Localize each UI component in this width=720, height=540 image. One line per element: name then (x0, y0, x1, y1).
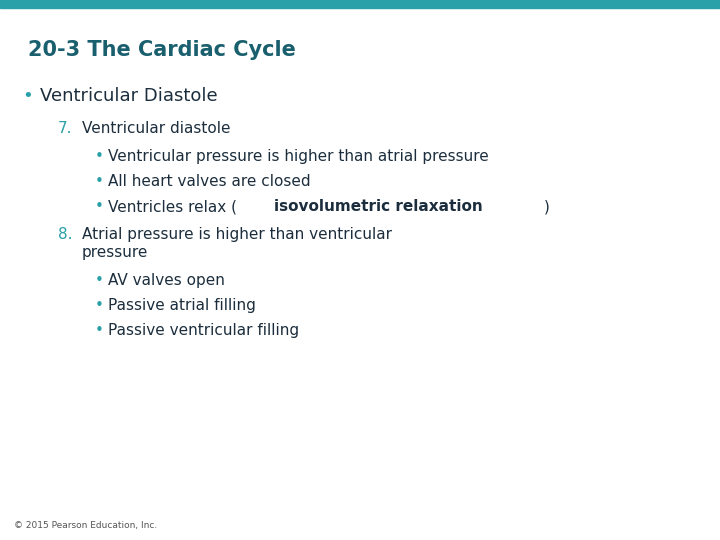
Text: ): ) (544, 199, 549, 214)
Text: Passive ventricular filling: Passive ventricular filling (108, 323, 299, 338)
Text: •: • (95, 149, 104, 164)
Text: Ventricular diastole: Ventricular diastole (82, 121, 230, 136)
Text: © 2015 Pearson Education, Inc.: © 2015 Pearson Education, Inc. (14, 521, 157, 530)
Text: •: • (95, 323, 104, 338)
Text: •: • (95, 298, 104, 313)
Text: •: • (22, 87, 32, 105)
Text: •: • (95, 273, 104, 288)
Bar (0, 0, 720, 8)
Text: Ventricular pressure is higher than atrial pressure: Ventricular pressure is higher than atri… (108, 149, 489, 164)
Text: Ventricles relax (: Ventricles relax ( (108, 199, 237, 214)
Text: AV valves open: AV valves open (108, 273, 225, 288)
Text: All heart valves are closed: All heart valves are closed (108, 174, 310, 189)
Text: isovolumetric relaxation: isovolumetric relaxation (274, 199, 483, 214)
Text: 20-3 The Cardiac Cycle: 20-3 The Cardiac Cycle (28, 40, 296, 60)
Text: 7.: 7. (58, 121, 73, 136)
Text: •: • (95, 174, 104, 189)
Text: Ventricular Diastole: Ventricular Diastole (40, 87, 217, 105)
Text: Passive atrial filling: Passive atrial filling (108, 298, 256, 313)
Text: Atrial pressure is higher than ventricular: Atrial pressure is higher than ventricul… (82, 227, 392, 242)
Text: pressure: pressure (82, 245, 148, 260)
Text: 8.: 8. (58, 227, 73, 242)
Text: •: • (95, 199, 104, 214)
